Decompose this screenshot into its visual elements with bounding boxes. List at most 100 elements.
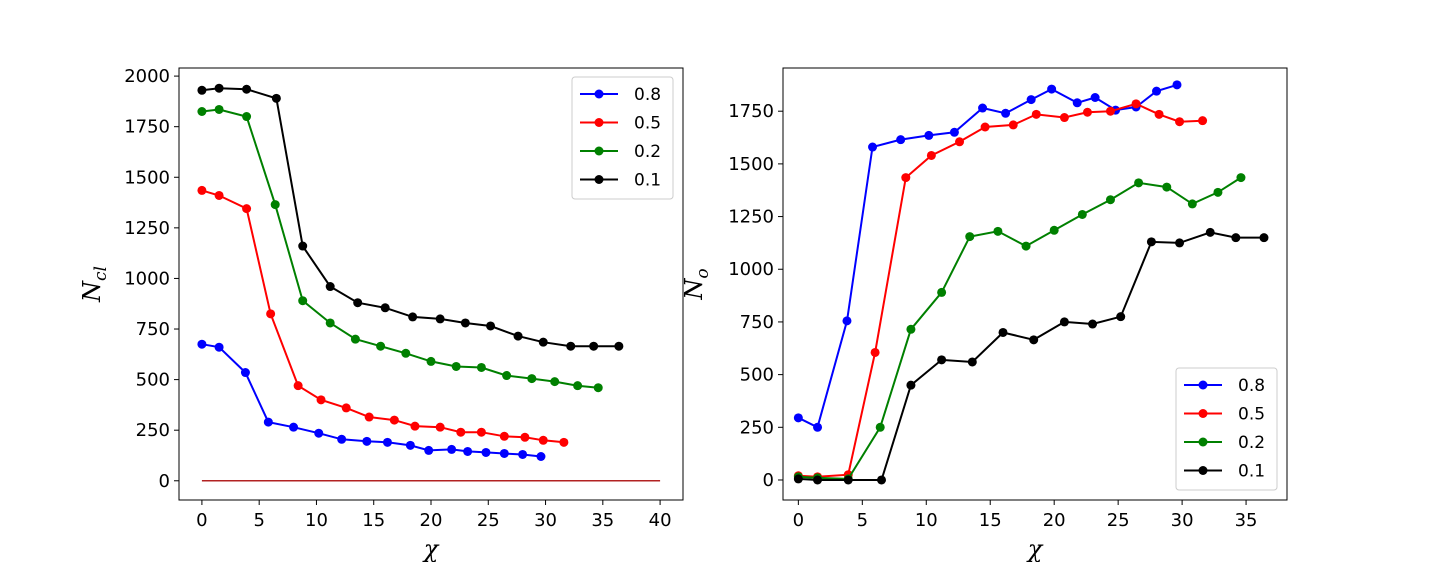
- p1-series-point-0.5: [926, 150, 936, 160]
- p0-series-point-0.8: [362, 436, 372, 446]
- p0-series-point-0.2: [242, 112, 252, 122]
- p0-series-point-0.5: [559, 437, 569, 447]
- p0-series-point-0.5: [538, 435, 548, 445]
- p0-series-point-0.5: [197, 185, 207, 195]
- p1-series-point-0.8: [924, 130, 934, 140]
- p1-x-tick-label: 5: [857, 510, 868, 531]
- p1-series-point-0.5: [1105, 106, 1115, 116]
- p0-series-point-0.2: [573, 381, 583, 391]
- left-panel-nc: 0 5 10 15 20 25 30 35 40 0 250 500 750 1000 1250 1500 17…: [78, 66, 684, 562]
- p1-series-point-0.2: [1077, 209, 1087, 219]
- p1-series-point-0.1: [1205, 227, 1215, 237]
- p1-series-point-0.8: [1090, 93, 1100, 103]
- p1-legend-label-0.5: 0.5: [1238, 405, 1265, 425]
- p1-series-point-0.8: [868, 142, 878, 152]
- p1-legend-box: [1175, 367, 1278, 491]
- p1-y-tick-label: 750: [740, 312, 774, 333]
- p1-series-point-0.1: [1059, 317, 1069, 327]
- p1-series-point-0.1: [906, 380, 916, 390]
- p0-series-point-0.5: [293, 381, 303, 391]
- p0-y-tick-label: 0: [159, 471, 170, 492]
- p1-series-point-0.5: [1131, 99, 1141, 109]
- p0-series-point-0.2: [376, 341, 386, 351]
- p0-legend-marker-0.1: [594, 175, 604, 184]
- p0-series-point-0.1: [242, 84, 252, 94]
- p0-series-point-0.1: [460, 318, 470, 328]
- p1-series-point-0.8: [978, 103, 988, 113]
- p0-series-point-0.1: [566, 341, 576, 351]
- p0-series-point-0.5: [476, 427, 486, 437]
- p1-series-point-0.2: [1236, 173, 1246, 183]
- p0-series-point-0.2: [502, 371, 512, 381]
- p1-series-point-0.2: [906, 324, 916, 334]
- p0-y-tick-label: 1250: [124, 218, 170, 239]
- p1-series-point-0.5: [980, 122, 990, 132]
- p0-series-point-0.8: [447, 444, 457, 454]
- p0-series-point-0.2: [298, 296, 308, 306]
- p1-series-point-0.8: [842, 316, 852, 326]
- p0-legend-marker-0.2: [594, 146, 604, 156]
- p1-series-point-0.2: [1049, 225, 1059, 235]
- p0-series-point-0.8: [536, 451, 546, 461]
- p1-series-point-0.2: [1134, 178, 1144, 188]
- p1-x-tick-label: 30: [1171, 510, 1194, 531]
- p0-series-point-0.8: [463, 446, 473, 456]
- p1-series-point-0.1: [843, 475, 853, 485]
- p0-x-tick-label: 20: [420, 510, 443, 531]
- p1-series-point-0.1: [793, 474, 803, 484]
- p0-y-tick-label: 1500: [124, 167, 170, 188]
- p0-series-point-0.8: [405, 440, 415, 450]
- p0-series-point-0.5: [456, 427, 466, 437]
- p0-y-tick-label: 250: [136, 420, 170, 441]
- p1-series-point-0.1: [1259, 233, 1269, 243]
- p1-series-point-0.5: [1059, 113, 1069, 123]
- p0-series-point-0.2: [550, 377, 560, 387]
- p0-series-point-0.1: [353, 298, 363, 308]
- right-panel-no: 0 5 10 15 20 25 30 35 0 250 500 750 1000 1250 1500 1750…: [680, 67, 1288, 562]
- p1-series-point-0.1: [998, 327, 1008, 337]
- p0-legend-label-0.8: 0.8: [634, 85, 661, 105]
- p0-x-tick-label: 10: [305, 510, 328, 531]
- p1-series-point-0.1: [937, 355, 947, 365]
- p1-axes-frame: [782, 67, 1288, 501]
- p1-series-point-0.2: [875, 422, 885, 432]
- p0-series-point-0.8: [382, 437, 392, 447]
- p0-y-axis-label-sub: cl: [91, 266, 111, 281]
- p1-x-tick-label: 35: [1235, 510, 1258, 531]
- p1-x-axis-label: χ: [1026, 535, 1044, 562]
- p0-series-point-0.1: [614, 341, 624, 351]
- p1-series-point-0.8: [1001, 108, 1011, 118]
- p1-y-axis-label-main: N: [680, 278, 708, 301]
- p1-legend-label-0.1: 0.1: [1238, 462, 1265, 482]
- p0-x-tick-label: 15: [362, 510, 385, 531]
- p0-plot-area: [197, 83, 661, 482]
- p0-series-point-0.2: [214, 104, 224, 114]
- p1-series-point-0.8: [1026, 95, 1036, 105]
- p1-y-tick-label: 1500: [728, 154, 774, 175]
- p1-series-point-0.1: [1088, 319, 1098, 329]
- p0-series-point-0.5: [242, 204, 252, 214]
- p1-series-point-0.2: [1021, 241, 1031, 251]
- p0-x-tick-label: 40: [649, 510, 672, 531]
- p0-series-point-0.8: [518, 449, 528, 459]
- p0-series-point-0.1: [486, 321, 496, 331]
- p0-series-point-0.1: [589, 341, 599, 351]
- p0-series-point-0.2: [527, 374, 537, 384]
- p0-series-point-0.1: [214, 83, 224, 93]
- p0-series-point-0.8: [214, 342, 224, 352]
- p0-legend-marker-0.8: [594, 89, 604, 99]
- p1-y-axis-label-sub: o: [693, 268, 713, 278]
- p1-y-tick-label: 1000: [728, 259, 774, 280]
- p0-y-tick-label: 500: [136, 370, 170, 391]
- p0-series-point-0.1: [325, 282, 335, 292]
- p1-series-point-0.5: [1175, 117, 1185, 127]
- p1-y-tick-label: 1250: [728, 207, 774, 228]
- p1-legend-marker-0.1: [1198, 466, 1208, 475]
- p1-series-point-0.2: [965, 232, 975, 242]
- p1-legend-marker-0.8: [1198, 380, 1208, 390]
- p1-series-point-0.8: [1072, 98, 1082, 108]
- p0-legend-box: [571, 76, 674, 200]
- p0-series-point-0.8: [337, 434, 347, 444]
- p0-x-tick-label: 5: [253, 510, 264, 531]
- p1-y-tick-label: 1750: [728, 101, 774, 122]
